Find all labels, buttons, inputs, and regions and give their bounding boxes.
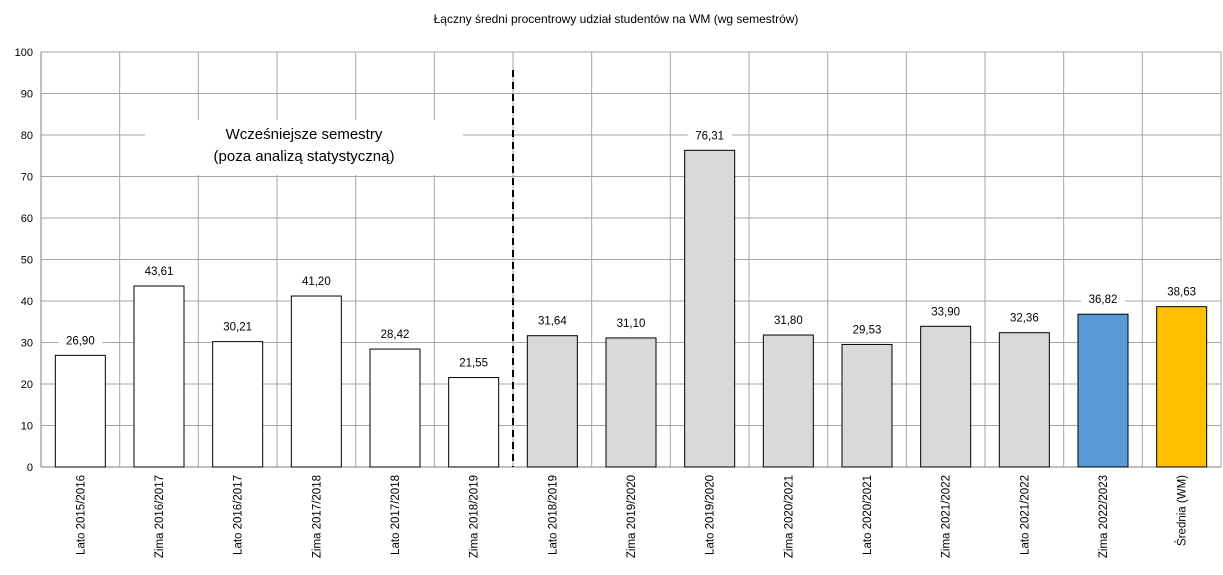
data-label-bg: [137, 263, 181, 280]
y-tick-label: 100: [15, 47, 33, 59]
data-label-bg: [1081, 291, 1125, 308]
bars: [54, 149, 1208, 468]
category-label: Zima 2022/2023: [1098, 475, 1110, 558]
data-label: 31,80: [774, 315, 803, 327]
annotation-line: Wcześniejsze semestry: [226, 126, 383, 143]
category-label: Średnia (WM): [1176, 475, 1189, 546]
data-label-bg: [845, 321, 889, 338]
data-label: 26,90: [66, 335, 95, 347]
bar: [290, 295, 342, 468]
bar: [212, 341, 264, 468]
y-tick-label: 10: [21, 421, 33, 433]
y-tick-label: 0: [27, 462, 33, 474]
category-label: Zima 2017/2018: [311, 475, 323, 558]
data-label-bg: [1159, 283, 1204, 300]
y-axis-ticks: 0 10 20 30 40 50 60 70 80 90 100: [15, 47, 33, 474]
category-label: Lato 2015/2016: [75, 475, 87, 555]
y-tick-label: 60: [21, 213, 33, 225]
data-labels: 26,90 43,61 30,21 41,20 28,42 21,55 31,64 31,10…: [58, 127, 1204, 371]
annotation: Wcześniejsze semestry (poza analizą staty…: [145, 120, 463, 175]
category-label: Lato 2016/2017: [233, 475, 245, 555]
bar: [998, 332, 1050, 468]
y-tick-label: 80: [21, 130, 33, 142]
data-label-bg: [1002, 309, 1047, 326]
data-label-bg: [530, 312, 575, 329]
bar: [684, 149, 736, 468]
bar: [1077, 313, 1129, 468]
data-label-bg: [373, 326, 417, 343]
y-tick-label: 70: [21, 172, 33, 184]
chart-title: Łączny średni procentrowy udział student…: [434, 12, 799, 26]
data-label: 21,55: [459, 358, 488, 370]
bar: [841, 343, 893, 468]
data-label: 38,63: [1167, 287, 1196, 299]
annotation-box: [145, 120, 463, 175]
data-label: 33,90: [931, 306, 960, 318]
data-label-bg: [923, 303, 968, 320]
data-label-bg: [215, 318, 260, 335]
data-label-bg: [58, 332, 103, 349]
category-label: Zima 2016/2017: [154, 475, 166, 558]
data-label: 29,53: [853, 324, 882, 336]
category-label: Lato 2018/2019: [547, 475, 559, 555]
data-label-bg: [766, 312, 811, 329]
data-label: 41,20: [302, 276, 331, 288]
data-label-bg: [609, 314, 653, 331]
data-label: 31,10: [617, 318, 646, 330]
bar: [605, 337, 657, 468]
y-tick-label: 90: [21, 89, 33, 101]
y-tick-label: 50: [21, 255, 33, 267]
category-label: Zima 2019/2020: [626, 475, 638, 558]
y-tick-label: 30: [21, 338, 33, 350]
data-label-bg: [687, 127, 732, 144]
data-label: 30,21: [223, 322, 252, 334]
category-label: Lato 2020/2021: [862, 475, 874, 555]
data-label: 36,82: [1089, 294, 1118, 306]
bar: [920, 325, 972, 468]
category-label: Zima 2020/2021: [783, 475, 795, 558]
category-label: Lato 2019/2020: [705, 475, 717, 555]
data-label-bg: [294, 273, 339, 290]
bar: [1156, 306, 1208, 468]
bar: [54, 354, 106, 468]
category-label: Lato 2017/2018: [390, 475, 402, 555]
data-label: 32,36: [1010, 313, 1039, 325]
bar: [369, 348, 421, 468]
category-label: Zima 2018/2019: [469, 475, 481, 558]
category-label: Lato 2021/2022: [1019, 475, 1031, 555]
data-label: 76,31: [695, 130, 724, 142]
category-labels: Lato 2015/2016 Zima 2016/2017 Lato 2016/20…: [75, 475, 1188, 558]
y-tick-label: 40: [21, 296, 33, 308]
bar: [526, 335, 578, 468]
data-label-bg: [451, 354, 496, 371]
bar: [133, 285, 185, 468]
y-tick-label: 20: [21, 379, 33, 391]
bar: [762, 334, 814, 468]
category-label: Zima 2021/2022: [941, 475, 953, 558]
bar: [448, 377, 500, 468]
data-label: 43,61: [145, 266, 174, 278]
data-label: 28,42: [381, 329, 410, 341]
annotation-line: (poza analizą statystyczną): [214, 148, 395, 165]
data-label: 31,64: [538, 316, 567, 328]
